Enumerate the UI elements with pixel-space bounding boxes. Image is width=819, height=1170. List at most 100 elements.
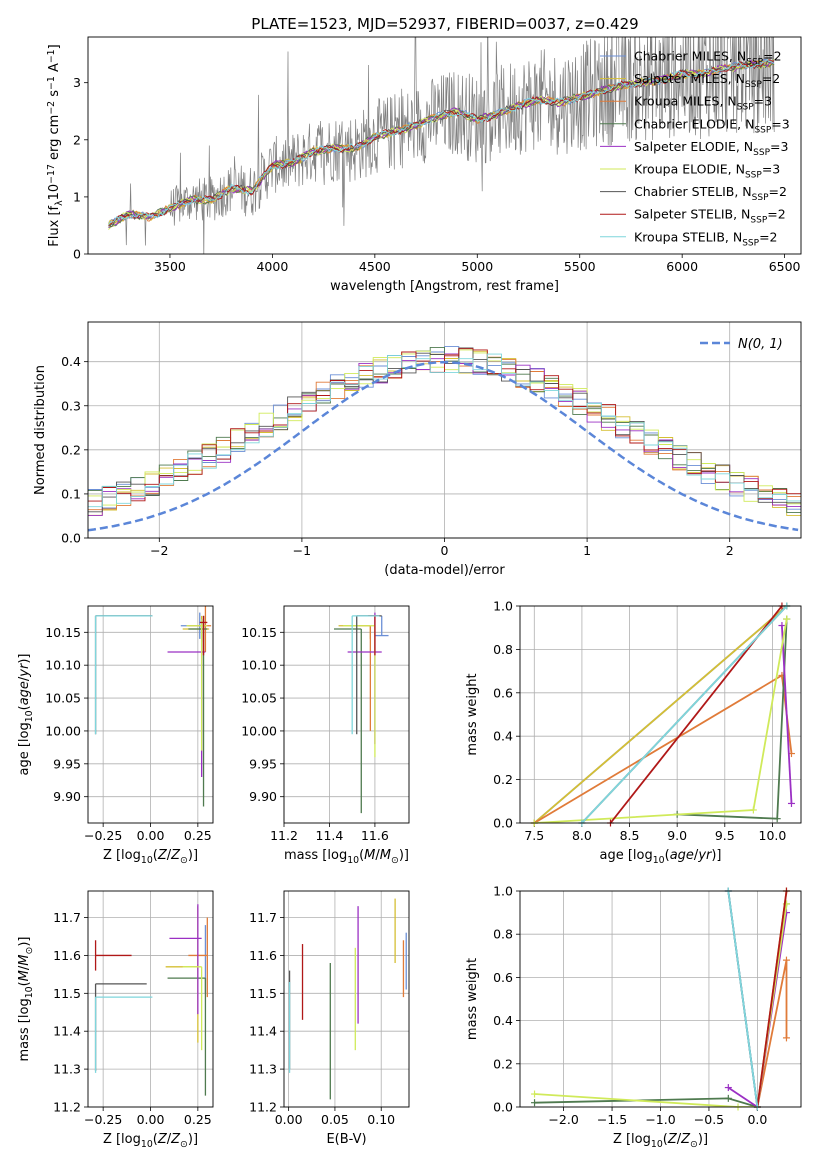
- y-tick-label: 0.4: [61, 354, 81, 369]
- x-tick-label: 0.25: [184, 1112, 212, 1127]
- y-axis-label: mass [log10(M/M⊙)]: [17, 937, 35, 1062]
- spectrum-model-line: [108, 60, 775, 228]
- y-tick-label: 0.0: [61, 531, 81, 546]
- x-tick-label: −1: [293, 543, 311, 558]
- spectrum-model-line: [108, 59, 775, 229]
- y-tick-label: 11.7: [53, 910, 81, 925]
- plot-frame: [87, 890, 214, 1108]
- spectrum-model-line: [108, 58, 775, 226]
- y-tick-label: 0: [73, 247, 81, 262]
- axes-massweight_vs_age: 7.5 8.0 8.5 9.0 9.5 10.0 0.0 0.2 0.4 0.6 0.8 1.0 age…: [465, 599, 802, 866]
- plot-frame: [87, 605, 214, 824]
- x-tick-label: 6000: [666, 259, 698, 274]
- x-tick-label: −0.25: [84, 828, 122, 843]
- x-tick-label: 3500: [154, 259, 186, 274]
- y-axis-label: mass weight: [465, 673, 480, 755]
- mass-weight-line: [756, 891, 788, 1107]
- spectrum-model-line: [108, 60, 775, 227]
- x-tick-label: −0.5: [694, 1112, 724, 1127]
- x-tick-label: 0.10: [367, 1112, 395, 1127]
- axes-massweight_vs_Z: −2.0 −1.5 −1.0 −0.5 0.0 0.0 0.2 0.4 0.6 0.8 1.0 Z […: [465, 884, 802, 1150]
- x-tick-label: 11.6: [361, 828, 389, 843]
- x-axis-label: Z [log10(Z/Z⊙)]: [103, 848, 198, 866]
- x-tick-label: 0.05: [321, 1112, 349, 1127]
- gaussian-curve: [88, 360, 799, 532]
- legend-gaussian-label: N(0, 1): [738, 337, 783, 352]
- y-tick-label: 11.5: [53, 986, 81, 1001]
- plot-frame: [283, 890, 410, 1108]
- x-tick-label: 8.5: [620, 828, 640, 843]
- y-tick-label: 0.4: [493, 1013, 513, 1028]
- x-tick-label: −1.0: [645, 1112, 675, 1127]
- y-tick-label: 0.2: [493, 1056, 513, 1071]
- y-tick-label: 10.00: [45, 723, 81, 738]
- x-axis-label: mass [log10(M/M⊙)]: [284, 848, 409, 866]
- x-axis-label: E(B-V): [326, 1132, 366, 1147]
- y-tick-label: 9.90: [249, 789, 277, 804]
- x-tick-label: 9.0: [667, 828, 687, 843]
- residual-histogram: [88, 348, 801, 502]
- y-axis-label: Normed distribution: [33, 365, 48, 495]
- y-tick-label: 2: [73, 132, 81, 147]
- y-tick-label: 11.7: [249, 910, 277, 925]
- x-tick-label: 11.2: [270, 828, 298, 843]
- mass-weight-line: [756, 959, 788, 1107]
- x-tick-label: 0.00: [137, 828, 165, 843]
- y-tick-label: 11.4: [249, 1024, 277, 1039]
- x-tick-label: 0.00: [137, 1112, 165, 1127]
- x-tick-label: 11.4: [316, 828, 344, 843]
- x-tick-label: 6500: [769, 259, 801, 274]
- legend-entry: Chabrier STELIB, NSSP=2: [634, 184, 787, 203]
- x-tick-label: 0.25: [184, 828, 212, 843]
- x-axis-label: wavelength [Angstrom, rest frame]: [330, 279, 559, 294]
- legend-entry: Kroupa ELODIE, NSSP=3: [634, 162, 780, 181]
- residual-histogram: [88, 353, 801, 508]
- spectrum-data-line: [108, 37, 775, 254]
- x-axis-label: Z [log10(Z/Z⊙)]: [103, 1132, 198, 1150]
- y-axis-label: Flux [fλ10−17 erg cm−2 s−1 A−1]: [46, 44, 65, 246]
- legend-entry: Chabrier MILES, NSSP=2: [634, 49, 782, 68]
- x-tick-label: 0.0: [747, 1112, 767, 1127]
- mass-weight-line: [533, 606, 788, 823]
- x-tick-label: 4000: [256, 259, 288, 274]
- y-tick-label: 0.0: [493, 1100, 513, 1115]
- y-tick-label: 0.6: [493, 970, 513, 985]
- residual-histogram: [88, 347, 801, 513]
- y-tick-label: 0.3: [61, 398, 81, 413]
- x-axis-label: (data-model)/error: [384, 563, 505, 578]
- legend-entry: Salpeter STELIB, NSSP=2: [634, 207, 786, 226]
- legend-entry: Kroupa MILES, NSSP=3: [634, 94, 772, 113]
- y-tick-label: 0.1: [61, 486, 81, 501]
- mass-weight-line: [581, 606, 788, 823]
- y-tick-label: 1.0: [493, 884, 513, 899]
- axes-spectrum: 3500 4000 4500 5000 5500 6000 6500 0 1 2 3 waveleng…: [46, 36, 802, 294]
- y-tick-label: 11.2: [53, 1100, 81, 1115]
- y-tick-label: 11.6: [249, 948, 277, 963]
- legend-entry: Salpeter MILES, NSSP=2: [634, 71, 780, 90]
- x-tick-label: 4500: [359, 259, 391, 274]
- x-tick-label: −2: [150, 543, 168, 558]
- y-tick-label: 11.5: [249, 986, 277, 1001]
- chart-title: PLATE=1523, MJD=52937, FIBERID=0037, z=0…: [251, 15, 638, 33]
- y-tick-label: 10.00: [241, 723, 277, 738]
- y-tick-label: 0.4: [493, 729, 513, 744]
- y-tick-label: 0.2: [61, 442, 81, 457]
- x-tick-label: 2: [726, 543, 734, 558]
- axes-age_vs_Z: −0.25 0.00 0.25 9.90 9.95 10.00 10.05 10.10 10.1…: [17, 605, 214, 866]
- y-tick-label: 3: [73, 75, 81, 90]
- y-tick-label: 10.10: [45, 658, 81, 673]
- y-tick-label: 10.05: [45, 691, 81, 706]
- x-axis-label: age [log10(age/yr)]: [599, 848, 721, 866]
- axes-age_vs_mass: 11.2 11.4 11.6 9.90 9.95 10.00 10.05 10.10 10.15…: [241, 605, 410, 866]
- plot-frame: [283, 605, 410, 824]
- y-tick-label: 0.2: [493, 772, 513, 787]
- mass-weight-line: [781, 625, 793, 804]
- y-tick-label: 10.05: [241, 691, 277, 706]
- spectrum-model-line: [108, 59, 775, 230]
- plot-frame: [519, 890, 802, 1108]
- legend-entry: Salpeter ELODIE, NSSP=3: [634, 139, 788, 158]
- y-tick-label: 1.0: [493, 599, 513, 614]
- y-axis-label: mass weight: [465, 958, 480, 1040]
- y-tick-label: 10.15: [45, 625, 81, 640]
